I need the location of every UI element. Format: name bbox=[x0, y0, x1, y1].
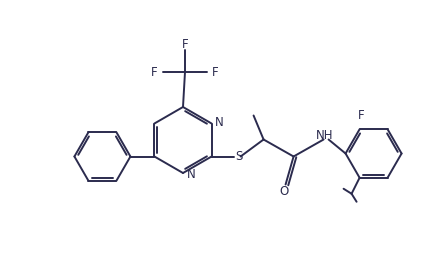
Text: F: F bbox=[151, 66, 158, 79]
Text: F: F bbox=[212, 66, 219, 79]
Text: NH: NH bbox=[316, 129, 333, 142]
Text: O: O bbox=[279, 185, 288, 198]
Text: F: F bbox=[182, 39, 188, 51]
Text: N: N bbox=[214, 116, 223, 129]
Text: F: F bbox=[358, 109, 365, 122]
Text: S: S bbox=[235, 150, 242, 163]
Text: N: N bbox=[187, 168, 196, 181]
